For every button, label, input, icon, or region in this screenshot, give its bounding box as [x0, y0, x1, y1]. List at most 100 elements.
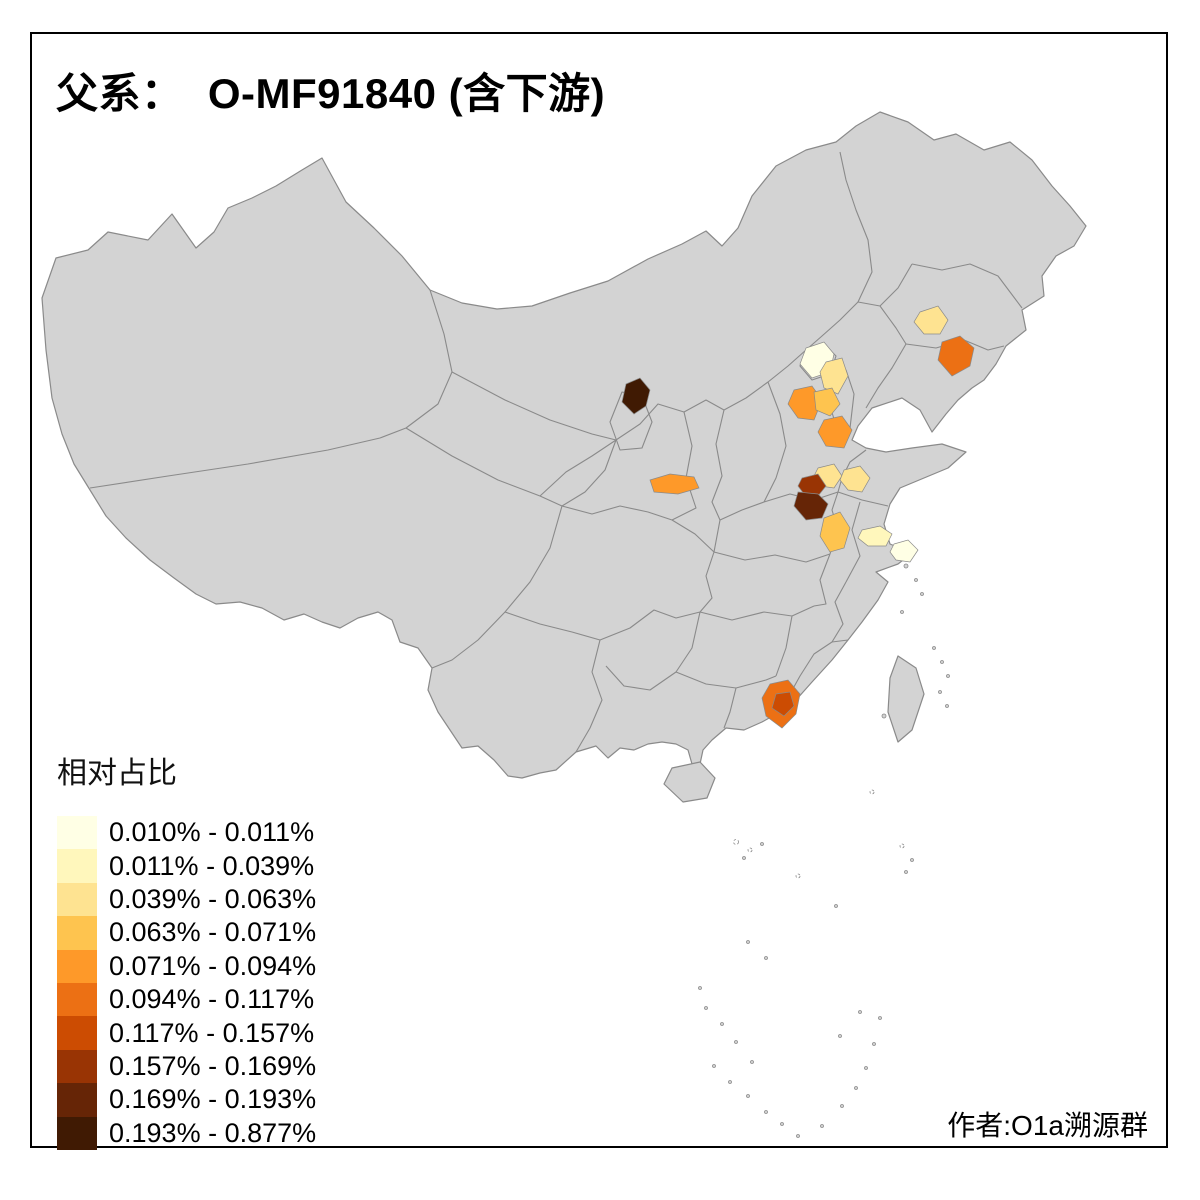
small-island — [746, 940, 750, 944]
legend-swatch — [57, 816, 97, 850]
highlighted-prefecture — [819, 511, 851, 553]
province-border — [599, 609, 701, 641]
small-island — [940, 660, 944, 664]
province-border — [561, 505, 673, 521]
province-border — [837, 491, 889, 507]
small-island — [932, 646, 936, 650]
small-island — [878, 1016, 882, 1020]
legend-item: 0.011% - 0.039% — [57, 849, 316, 883]
highlighted-prefecture — [649, 473, 700, 495]
province-border — [865, 343, 907, 409]
highlighted-prefecture — [819, 357, 849, 395]
legend-label: 0.117% - 0.157% — [109, 1017, 315, 1048]
small-island — [795, 873, 801, 879]
legend-label: 0.193% - 0.877% — [109, 1117, 317, 1148]
small-island — [945, 704, 949, 708]
small-island — [733, 839, 739, 845]
small-island — [704, 1006, 708, 1010]
page-title: 父系： O-MF91840 (含下游) — [56, 70, 606, 117]
province-border — [561, 439, 617, 507]
small-island — [764, 956, 768, 960]
small-island — [764, 1110, 768, 1114]
small-island — [796, 1134, 800, 1138]
province-border — [911, 263, 1023, 309]
province-border — [879, 305, 907, 345]
mainland-outline — [41, 111, 1087, 779]
highlighted-prefecture — [793, 491, 829, 521]
legend-label: 0.094% - 0.117% — [109, 984, 315, 1015]
plot-frame — [30, 32, 1168, 1148]
province-border — [719, 501, 765, 521]
small-island — [946, 674, 950, 678]
small-island — [742, 856, 746, 860]
province-border — [845, 501, 861, 583]
legend-item: 0.010% - 0.011% — [57, 816, 316, 850]
legend-label: 0.010% - 0.011% — [109, 817, 315, 848]
highlighted-prefecture — [913, 305, 949, 335]
legend-swatch — [57, 1016, 97, 1050]
small-island — [920, 592, 924, 596]
small-island — [750, 1060, 754, 1064]
legend-swatch — [57, 882, 97, 917]
legend-item: 0.039% - 0.063% — [57, 882, 317, 917]
province-border — [813, 553, 831, 607]
highlighted-prefecture — [889, 539, 919, 563]
legend: 相对占比 0.010% - 0.011% 0.011% - 0.039% 0.039… — [57, 748, 316, 1150]
small-island — [869, 789, 875, 795]
highlighted-prefecture — [813, 387, 841, 417]
highlighted-prefecture — [857, 525, 893, 547]
highlighted-prefecture — [839, 465, 871, 493]
province-border — [451, 371, 617, 441]
legend-item: 0.157% - 0.169% — [57, 1049, 316, 1084]
small-island — [720, 1022, 724, 1026]
highlighted-prefecture — [771, 691, 795, 717]
province-border — [671, 519, 715, 613]
province-border — [831, 639, 849, 643]
highlighted-prefecture — [787, 385, 823, 421]
legend-swatch — [57, 849, 97, 883]
small-island — [854, 1086, 858, 1090]
legend-title: 相对占比 — [57, 757, 177, 790]
small-island — [903, 563, 909, 569]
small-island — [900, 610, 904, 614]
small-island — [914, 578, 918, 582]
province-border — [89, 427, 407, 489]
legend-swatch — [57, 916, 97, 950]
small-island — [872, 1042, 876, 1046]
small-island — [864, 1066, 868, 1070]
province-border — [539, 439, 617, 497]
small-island — [910, 858, 914, 862]
legend-item: 0.094% - 0.117% — [57, 982, 316, 1017]
small-island — [938, 690, 942, 694]
province-border — [723, 687, 737, 729]
island — [887, 655, 925, 743]
highlighted-prefecture — [621, 377, 651, 415]
small-island — [820, 1124, 824, 1128]
highlighted-prefecture — [817, 415, 853, 449]
small-island — [712, 1064, 716, 1068]
province-border — [605, 611, 701, 691]
province-border — [839, 151, 873, 303]
legend-label: 0.063% - 0.071% — [109, 917, 317, 948]
legend-label: 0.071% - 0.094% — [109, 950, 317, 981]
small-island — [747, 847, 753, 853]
small-island — [698, 986, 702, 990]
legend-items: 0.010% - 0.011% 0.011% - 0.039% 0.039% - 0… — [57, 816, 316, 1150]
small-island — [746, 1094, 750, 1098]
legend-item: 0.193% - 0.877% — [57, 1116, 317, 1150]
legend-label: 0.039% - 0.063% — [109, 883, 317, 914]
legend-swatch — [57, 982, 97, 1017]
province-border — [713, 551, 831, 563]
legend-item: 0.071% - 0.094% — [57, 949, 317, 983]
highlighted-prefecture — [937, 335, 975, 377]
province-border — [575, 639, 603, 753]
legend-swatch — [57, 949, 97, 983]
legend-label: 0.169% - 0.193% — [109, 1084, 317, 1115]
small-island — [840, 1104, 844, 1108]
legend-swatch — [57, 1083, 97, 1117]
small-island — [881, 713, 887, 719]
island — [663, 761, 716, 803]
small-island — [780, 1122, 784, 1126]
